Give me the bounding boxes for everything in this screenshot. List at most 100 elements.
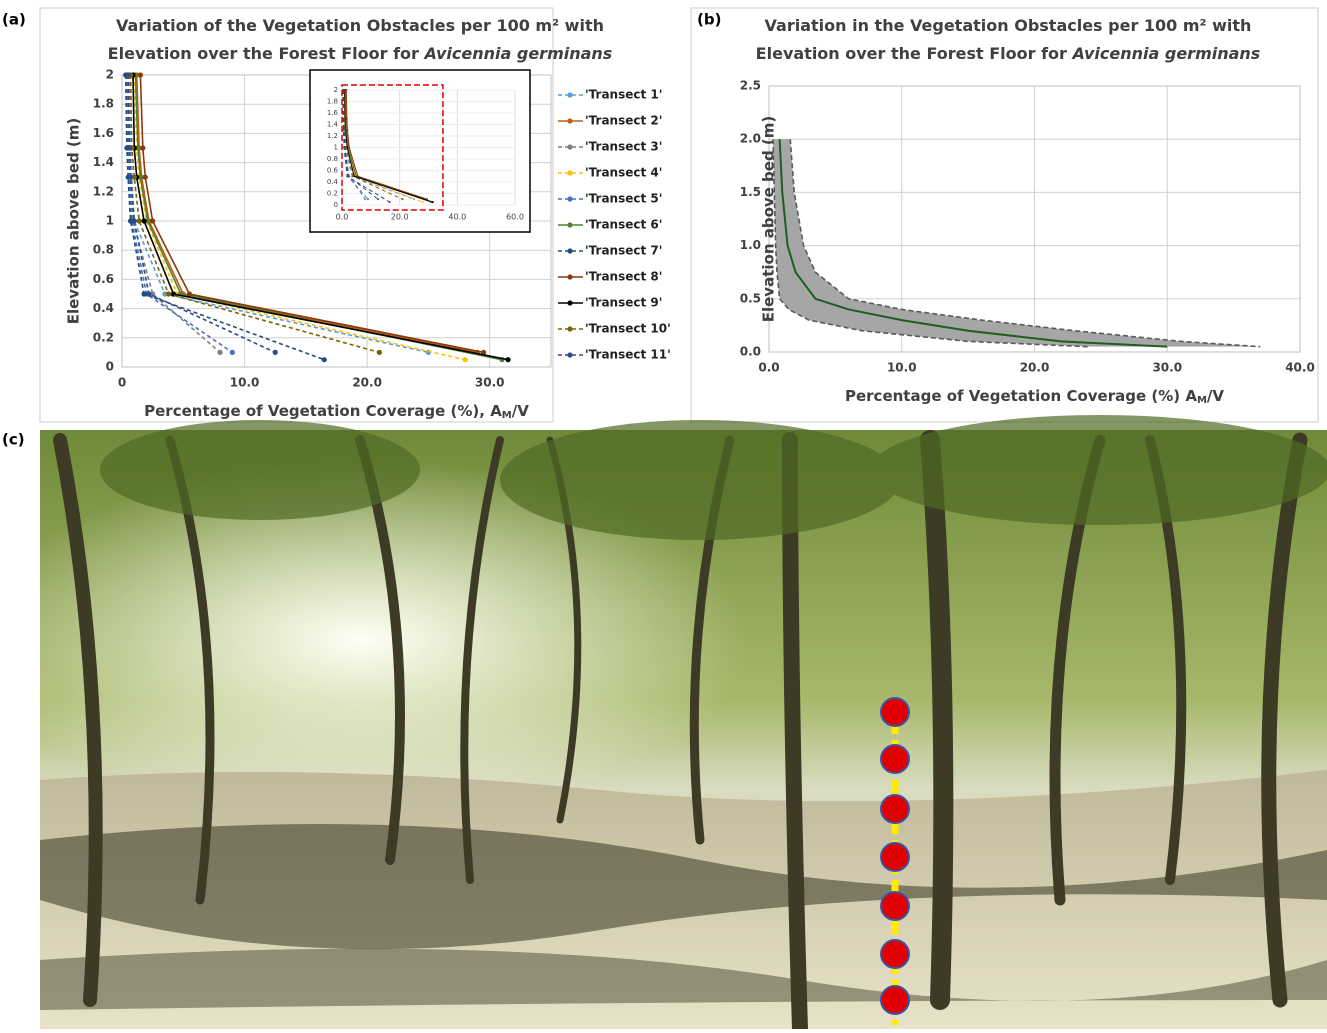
data-point [131,218,137,224]
data-point [505,357,511,363]
legend-label: 'Transect 1' [585,88,662,102]
y-tick-label: 2.5 [740,79,761,93]
y-tick-label: 1.6 [93,126,114,140]
data-point [401,198,404,201]
legend-label: 'Transect 7' [585,244,662,258]
data-point [347,175,350,178]
data-point [377,198,380,201]
y-tick-label: 1 [106,214,114,228]
data-point [142,174,148,180]
data-point [141,291,147,297]
data-point [321,357,327,363]
data-point [351,175,354,178]
series-line [789,139,1261,348]
legend-label: 'Transect 2' [585,114,662,128]
data-point [141,218,147,224]
inset-y-tick-label: 0.8 [327,155,338,163]
x-tick-label: 10.0 [230,376,260,390]
legend-label: 'Transect 8' [585,270,662,284]
inset-frame [309,69,531,233]
inset-y-tick-label: 0.6 [327,167,339,175]
text-part: Percentage of Vegetation Coverage (%), A [144,402,502,420]
data-point [127,174,134,180]
data-point [343,146,346,149]
data-point [126,145,132,151]
series-line [342,89,379,200]
data-point [229,349,235,355]
x-tick-label: 0 [118,376,126,390]
text-part: Variation in the Vegetation Obstacles pe… [765,16,1252,35]
data-point [145,218,151,224]
legend-label: 'Transect 9' [585,296,662,310]
y-tick-label: 1.0 [740,238,761,252]
data-point [345,89,348,91]
x-tick-label: 10.0 [887,361,917,375]
data-point [356,175,359,178]
y-tick-label: 1.4 [93,155,114,169]
legend-label: 'Transect 11' [585,348,671,362]
series-line [344,89,433,203]
chart-title: Elevation over the Forest Floor for Avic… [756,44,1261,63]
data-point [186,291,193,297]
data-point [348,146,351,149]
text-part: Variation of the Vegetation Obstacles pe… [116,16,604,35]
legend-label: 'Transect 3' [585,140,662,154]
inset-zoom-box [341,84,444,211]
series-line [129,74,380,354]
y-tick-label: 0 [106,360,114,374]
inset-y-tick-label: 0.2 [327,190,338,198]
legend-marker [567,352,573,358]
x-tick-label: 30.0 [475,376,505,390]
data-point [146,291,152,297]
data-point [131,174,137,180]
data-point [217,349,223,355]
inset-y-tick-label: 1.4 [327,121,339,129]
legend-marker [567,326,573,332]
panel-label: (b) [697,11,721,29]
panel-label: (c) [2,431,25,449]
x-tick-label: 40.0 [1285,361,1315,375]
data-point [342,117,345,120]
y-axis-label: Elevation above bed (m) [65,118,83,325]
series-line [772,139,1088,348]
text-part: Elevation over the Forest Floor for [756,44,1067,63]
inset-y-tick-label: 1.8 [327,98,338,106]
data-point [462,357,468,363]
data-point [136,218,142,224]
data-point [140,145,146,151]
data-point [127,218,134,224]
y-tick-label: 2.0 [740,132,761,146]
chart-title: Variation in the Vegetation Obstacles pe… [765,16,1252,35]
x-axis-label: Percentage of Vegetation Coverage (%) AM… [845,387,1224,407]
chart-title: Variation of the Vegetation Obstacles pe… [116,16,604,35]
inset-x-tick-label: 0.0 [336,213,349,222]
y-tick-label: 1.8 [93,97,114,111]
series-line [132,74,509,361]
legend-label: 'Transect 5' [585,192,662,206]
inset-y-tick-label: 1.6 [327,109,339,117]
legend-marker [567,300,573,306]
inset-x-tick-label: 60.0 [506,213,524,222]
text-part: Elevation over the Forest Floor for [108,44,419,63]
data-point [342,89,345,91]
y-tick-label: 0.8 [93,243,114,257]
data-point [364,198,367,201]
data-point [480,349,487,355]
data-point [165,291,172,297]
x-tick-label: 30.0 [1152,361,1182,375]
data-point [376,349,382,355]
y-tick-label: 0.4 [93,301,114,315]
text-part: Avicennia germinans [422,44,612,63]
text-part: M [1197,395,1207,406]
data-point [366,198,369,201]
data-point [137,174,143,180]
series-line [345,89,428,200]
y-tick-label: 1.2 [93,184,114,198]
data-point [135,145,141,151]
legend-marker [567,118,573,124]
legend-marker [567,170,573,176]
data-point [346,129,349,132]
data-point [162,291,168,297]
